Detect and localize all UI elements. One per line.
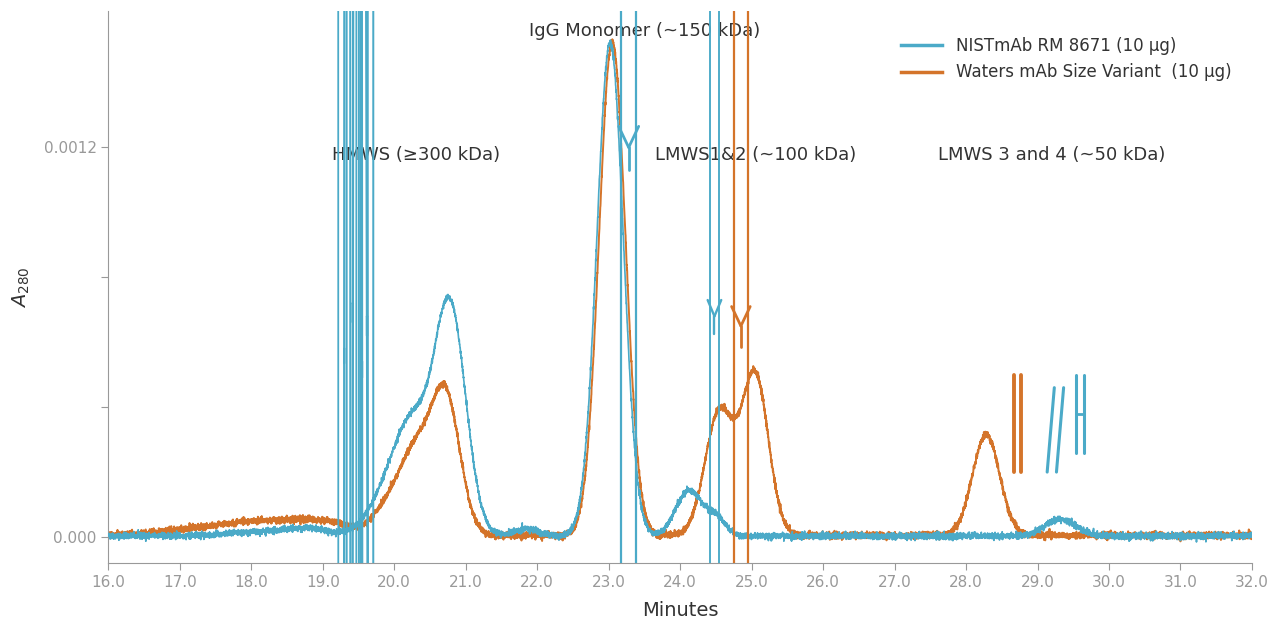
Waters mAb Size Variant  (10 μg)	[1010, 524, 1025, 531]
Line: NISTmAb RM 8671 (10 μg): NISTmAb RM 8671 (10 μg)	[109, 40, 1252, 542]
Waters mAb Size Variant  (10 μg)	[515, 532, 530, 540]
Text: HMWS (≥300 kDa): HMWS (≥300 kDa)	[332, 146, 499, 163]
NISTmAb RM 8671 (10 μg)	[777, 532, 792, 540]
Text: LMWS 3 and 4 (~50 kDa): LMWS 3 and 4 (~50 kDa)	[938, 146, 1166, 163]
Waters mAb Size Variant  (10 μg)	[101, 531, 116, 538]
Waters mAb Size Variant  (10 μg)	[1172, 538, 1188, 545]
NISTmAb RM 8671 (10 μg)	[1244, 529, 1260, 536]
Text: IgG Monomer (~150 kDa): IgG Monomer (~150 kDa)	[529, 22, 760, 40]
X-axis label: Minutes: Minutes	[641, 601, 718, 620]
Waters mAb Size Variant  (10 μg)	[827, 533, 842, 541]
NISTmAb RM 8671 (10 μg)	[1189, 538, 1204, 546]
NISTmAb RM 8671 (10 μg)	[827, 534, 842, 541]
NISTmAb RM 8671 (10 μg)	[101, 531, 116, 539]
Text: LMWS1&2 (~100 kDa): LMWS1&2 (~100 kDa)	[654, 146, 856, 163]
NISTmAb RM 8671 (10 μg)	[515, 529, 530, 536]
NISTmAb RM 8671 (10 μg)	[159, 532, 174, 540]
Line: Waters mAb Size Variant  (10 μg): Waters mAb Size Variant (10 μg)	[109, 39, 1252, 541]
Y-axis label: $A_{280}$: $A_{280}$	[12, 266, 32, 308]
NISTmAb RM 8671 (10 μg)	[603, 36, 618, 44]
Waters mAb Size Variant  (10 μg)	[604, 35, 620, 43]
Waters mAb Size Variant  (10 μg)	[777, 519, 792, 527]
Waters mAb Size Variant  (10 μg)	[159, 524, 174, 531]
Waters mAb Size Variant  (10 μg)	[1244, 532, 1260, 540]
NISTmAb RM 8671 (10 μg)	[948, 534, 964, 541]
Legend: NISTmAb RM 8671 (10 μg), Waters mAb Size Variant  (10 μg): NISTmAb RM 8671 (10 μg), Waters mAb Size…	[893, 30, 1238, 88]
NISTmAb RM 8671 (10 μg)	[1010, 535, 1025, 543]
Waters mAb Size Variant  (10 μg)	[948, 524, 964, 531]
